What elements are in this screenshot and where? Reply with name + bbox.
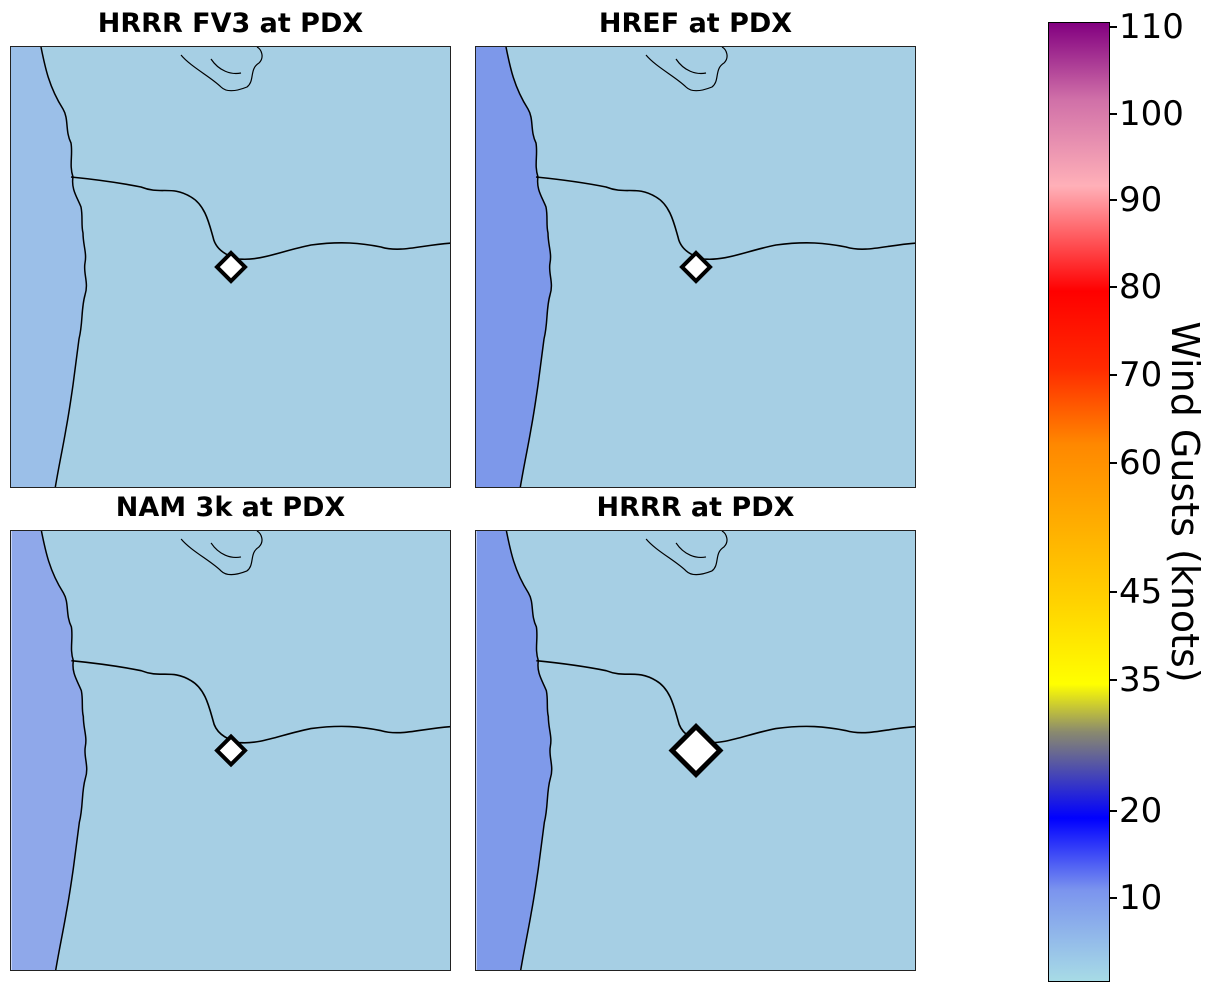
coastline [505, 531, 553, 970]
panel-title: HRRR FV3 at PDX [97, 8, 364, 39]
river-line [70, 176, 450, 261]
panel-href: HREF at PDX [475, 8, 916, 488]
coastline [40, 47, 88, 487]
sound-outline [180, 47, 263, 92]
map [475, 46, 916, 488]
station-marker [214, 250, 248, 284]
panel-title: NAM 3k at PDX [115, 492, 346, 523]
ocean-area [11, 531, 87, 970]
coastline [40, 531, 88, 970]
station-marker [679, 250, 713, 284]
panel-nam-3k: NAM 3k at PDX [10, 492, 451, 971]
sound-outline [645, 47, 728, 92]
colorbar [1048, 22, 1110, 982]
station-marker [214, 733, 248, 768]
coastline [505, 47, 553, 487]
map [475, 530, 916, 971]
panel-title: HRRR at PDX [596, 492, 795, 523]
ocean-area [476, 531, 552, 970]
panel-hrrr: HRRR at PDX [475, 492, 916, 971]
sound-outline [645, 531, 728, 576]
station-marker [668, 723, 724, 778]
sound-outline [180, 531, 263, 576]
river-line [71, 659, 450, 744]
river-line [535, 176, 915, 261]
panel-hrrr-fv3: HRRR FV3 at PDX [10, 8, 451, 488]
map [10, 46, 451, 488]
ocean-area [11, 47, 87, 487]
panel-title: HREF at PDX [598, 8, 793, 39]
ocean-area [476, 47, 552, 487]
map [10, 530, 451, 971]
colorbar-label: Wind Gusts (knots) [1163, 321, 1207, 683]
